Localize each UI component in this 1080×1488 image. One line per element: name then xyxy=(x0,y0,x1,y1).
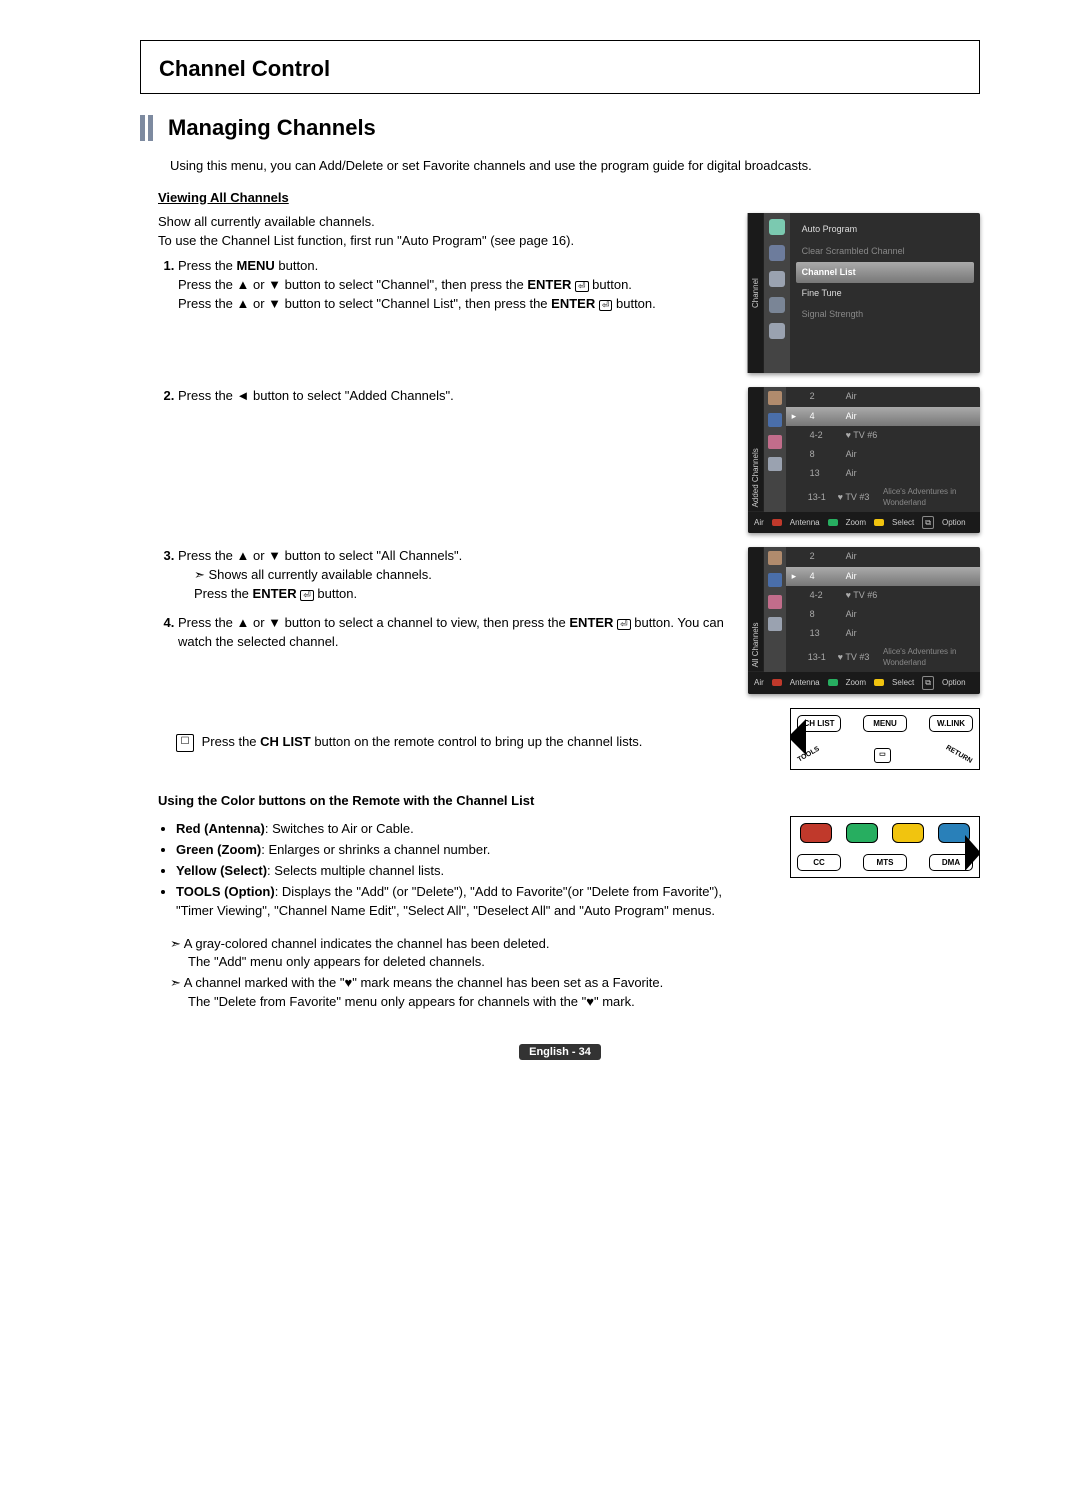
list-side-icon xyxy=(768,617,782,631)
enter-icon: ⏎ xyxy=(599,300,613,311)
remote-return-label: RETURN xyxy=(943,744,973,767)
remote-color-pill xyxy=(892,823,924,843)
step-4: Press the ▲ or ▼ button to select a chan… xyxy=(178,614,728,652)
channel-row: 13Air xyxy=(786,464,980,483)
added-channels-list: Added Channels 2Air▸4Air4-2♥ TV #68Air13… xyxy=(748,387,980,533)
remote-menu-button: MENU xyxy=(863,715,907,733)
viewing-all-heading: Viewing All Channels xyxy=(158,189,980,208)
menu-item: Fine Tune xyxy=(796,283,974,304)
added-vlabel: Added Channels xyxy=(748,387,764,511)
channel-row: ▸4Air xyxy=(786,407,980,426)
channel-row: 4-2♥ TV #6 xyxy=(786,586,980,605)
page-number: English - 34 xyxy=(519,1044,601,1060)
enter-icon: ⏎ xyxy=(575,281,589,292)
channel-row: 13Air xyxy=(786,624,980,643)
remote-wlink-button: W.LINK xyxy=(929,715,973,733)
color-buttons-heading: Using the Color buttons on the Remote wi… xyxy=(158,792,980,811)
menu-item: Signal Strength xyxy=(796,304,974,325)
menu-item: Auto Program xyxy=(796,219,974,240)
desc-line-1: Show all currently available channels. xyxy=(158,213,728,232)
remote-mts-button: MTS xyxy=(863,854,907,872)
intro-text: Using this menu, you can Add/Delete or s… xyxy=(170,157,980,176)
channel-row: 2Air xyxy=(786,547,980,566)
page-footer: English - 34 xyxy=(140,1042,980,1061)
channel-row: ▸4Air xyxy=(786,567,980,586)
remote-cc-button: CC xyxy=(797,854,841,872)
channel-list-footer: AirAntennaZoomSelect⧉Option xyxy=(748,512,980,534)
channel-row: 8Air xyxy=(786,605,980,624)
list-side-icon xyxy=(768,435,782,449)
menu-icon xyxy=(769,245,785,261)
subsection-heading: Managing Channels xyxy=(140,112,980,144)
list-side-icon xyxy=(768,551,782,565)
channel-row: 13-1♥ TV #3Alice's Adventures in Wonderl… xyxy=(786,483,980,512)
channel-row: 8Air xyxy=(786,445,980,464)
tv-menu-vlabel: Channel xyxy=(748,213,764,373)
all-vlabel: All Channels xyxy=(748,547,764,671)
menu-icon xyxy=(769,297,785,313)
color-bullets: Red (Antenna): Switches to Air or Cable.… xyxy=(158,820,728,920)
remote-blank-button: ▭ xyxy=(874,748,891,762)
remote-control-icon: ☐ xyxy=(176,734,194,752)
enter-icon: ⏎ xyxy=(617,619,631,630)
step-1: Press the MENU button. Press the ▲ or ▼ … xyxy=(178,257,728,314)
remote-color-pill xyxy=(800,823,832,843)
menu-icon xyxy=(769,271,785,287)
subsection-title: Managing Channels xyxy=(168,112,376,144)
tv-channel-menu: Channel Auto ProgramClear Scrambled Chan… xyxy=(748,213,980,373)
channel-row: 2Air xyxy=(786,387,980,406)
step3-note: Shows all currently available channels. xyxy=(194,566,728,585)
list-side-icon xyxy=(768,573,782,587)
remote-tip: ☐ Press the CH LIST button on the remote… xyxy=(176,733,728,752)
menu-icon xyxy=(769,219,785,235)
step-3: Press the ▲ or ▼ button to select "All C… xyxy=(178,547,728,604)
channel-row: 13-1♥ TV #3Alice's Adventures in Wonderl… xyxy=(786,643,980,672)
menu-item: Channel List xyxy=(796,262,974,283)
channel-row: 4-2♥ TV #6 xyxy=(786,426,980,445)
footer-notes: A gray-colored channel indicates the cha… xyxy=(170,935,980,1012)
step-2: Press the ◄ button to select "Added Chan… xyxy=(178,387,728,406)
channel-list-footer-2: AirAntennaZoomSelect⧉Option xyxy=(748,672,980,694)
section-frame: Channel Control xyxy=(140,40,980,94)
remote-color-block: CC MTS DMA xyxy=(790,816,980,878)
list-side-icon xyxy=(768,595,782,609)
pointer-icon xyxy=(965,835,980,871)
enter-icon: ⏎ xyxy=(300,590,314,601)
list-side-icon xyxy=(768,391,782,405)
list-side-icon xyxy=(768,457,782,471)
menu-item: Clear Scrambled Channel xyxy=(796,241,974,262)
remote-color-pill xyxy=(846,823,878,843)
heading-bars-icon xyxy=(140,115,158,141)
list-side-icon xyxy=(768,413,782,427)
section-title: Channel Control xyxy=(159,53,961,85)
pointer-icon xyxy=(790,719,806,755)
all-channels-list: All Channels 2Air▸4Air4-2♥ TV #68Air13Ai… xyxy=(748,547,980,693)
desc-line-2: To use the Channel List function, first … xyxy=(158,232,728,251)
menu-icon xyxy=(769,323,785,339)
remote-chlist-block: CH LIST MENU W.LINK TOOLS ▭ RETURN xyxy=(790,708,980,770)
